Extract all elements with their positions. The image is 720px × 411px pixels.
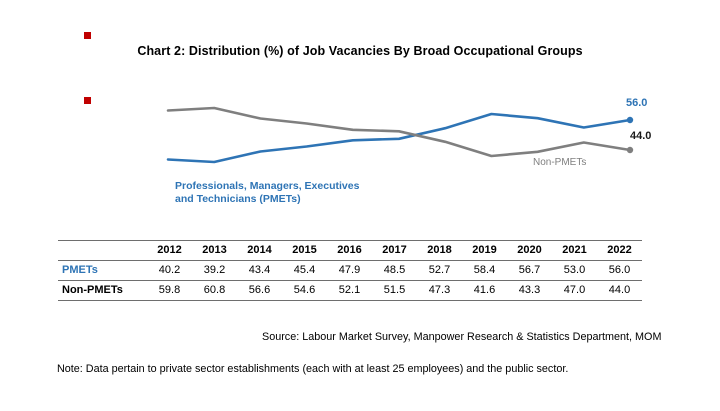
table-row-non-pmets: Non-PMETs 59.8 60.8 56.6 54.6 52.1 51.5 47.3 41.…: [58, 280, 642, 301]
value-cell-non-pmets-2019: 41.6: [462, 280, 507, 301]
year-header-2022: 2022: [597, 240, 642, 261]
value-cell-pmets-2019: 58.4: [462, 260, 507, 281]
red-marker-top: [84, 32, 91, 39]
table-corner-cell: [58, 240, 147, 261]
series-line-pmets: [166, 112, 632, 164]
value-cell-non-pmets-2012: 59.8: [147, 280, 192, 301]
pmets-series-label-line1: Professionals, Managers, Executives: [175, 180, 360, 192]
value-cell-pmets-2018: 52.7: [417, 260, 462, 281]
chart-title: Chart 2: Distribution (%) of Job Vacanci…: [137, 44, 583, 58]
table-header-row: 2012 2013 2014 2015 2016 2017 2018 2019 2020 2021…: [58, 240, 642, 261]
value-cell-pmets-2016: 47.9: [327, 260, 372, 281]
table-row-pmets: PMETs 40.2 39.2 43.4 45.4 47.9 48.5 52.7 58.4 56.…: [58, 260, 642, 281]
table-body: PMETs 40.2 39.2 43.4 45.4 47.9 48.5 52.7 58.4 56.…: [58, 260, 642, 301]
value-cell-non-pmets-2020: 43.3: [507, 280, 552, 301]
year-header-2019: 2019: [462, 240, 507, 261]
value-cell-non-pmets-2022: 44.0: [597, 280, 642, 301]
year-header-2014: 2014: [237, 240, 282, 261]
year-header-2013: 2013: [192, 240, 237, 261]
source-text: Source: Labour Market Survey, Manpower R…: [262, 331, 662, 343]
value-cell-pmets-2015: 45.4: [282, 260, 327, 281]
nonpmets-series-label: Non-PMETs: [533, 157, 587, 168]
year-header-2016: 2016: [327, 240, 372, 261]
value-cell-pmets-2022: 56.0: [597, 260, 642, 281]
note-text: Note: Data pertain to private sector est…: [57, 363, 569, 375]
series-line-non-pmets: [166, 106, 632, 158]
pmets-end-value-label: 56.0: [626, 97, 648, 109]
vacancy-distribution-table: 2012 2013 2014 2015 2016 2017 2018 2019 2020 2021…: [58, 240, 642, 301]
series-endpoint-non-pmets: [626, 146, 634, 154]
year-header-2017: 2017: [372, 240, 417, 261]
value-cell-pmets-2012: 40.2: [147, 260, 192, 281]
table-header: 2012 2013 2014 2015 2016 2017 2018 2019 2020 2021…: [58, 240, 642, 261]
red-marker-middle: [84, 97, 91, 104]
line-chart: [166, 106, 634, 164]
value-cell-non-pmets-2013: 60.8: [192, 280, 237, 301]
value-cell-pmets-2013: 39.2: [192, 260, 237, 281]
value-cell-pmets-2014: 43.4: [237, 260, 282, 281]
series-endpoint-pmets: [626, 116, 634, 124]
value-cell-non-pmets-2017: 51.5: [372, 280, 417, 301]
pmets-series-label: Professionals, Managers, Executives and …: [175, 180, 359, 206]
value-cell-pmets-2021: 53.0: [552, 260, 597, 281]
year-header-2020: 2020: [507, 240, 552, 261]
nonpmets-end-value-label: 44.0: [630, 130, 652, 142]
value-cell-non-pmets-2014: 56.6: [237, 280, 282, 301]
value-cell-non-pmets-2021: 47.0: [552, 280, 597, 301]
value-cell-pmets-2017: 48.5: [372, 260, 417, 281]
row-label-non-pmets: Non-PMETs: [58, 280, 147, 301]
year-header-2021: 2021: [552, 240, 597, 261]
pmets-series-label-line2: and Technicians (PMETs): [175, 193, 301, 206]
value-cell-non-pmets-2016: 52.1: [327, 280, 372, 301]
value-cell-non-pmets-2015: 54.6: [282, 280, 327, 301]
year-header-2015: 2015: [282, 240, 327, 261]
year-header-2018: 2018: [417, 240, 462, 261]
row-label-pmets: PMETs: [58, 260, 147, 281]
value-cell-pmets-2020: 56.7: [507, 260, 552, 281]
value-cell-non-pmets-2018: 47.3: [417, 280, 462, 301]
year-header-2012: 2012: [147, 240, 192, 261]
